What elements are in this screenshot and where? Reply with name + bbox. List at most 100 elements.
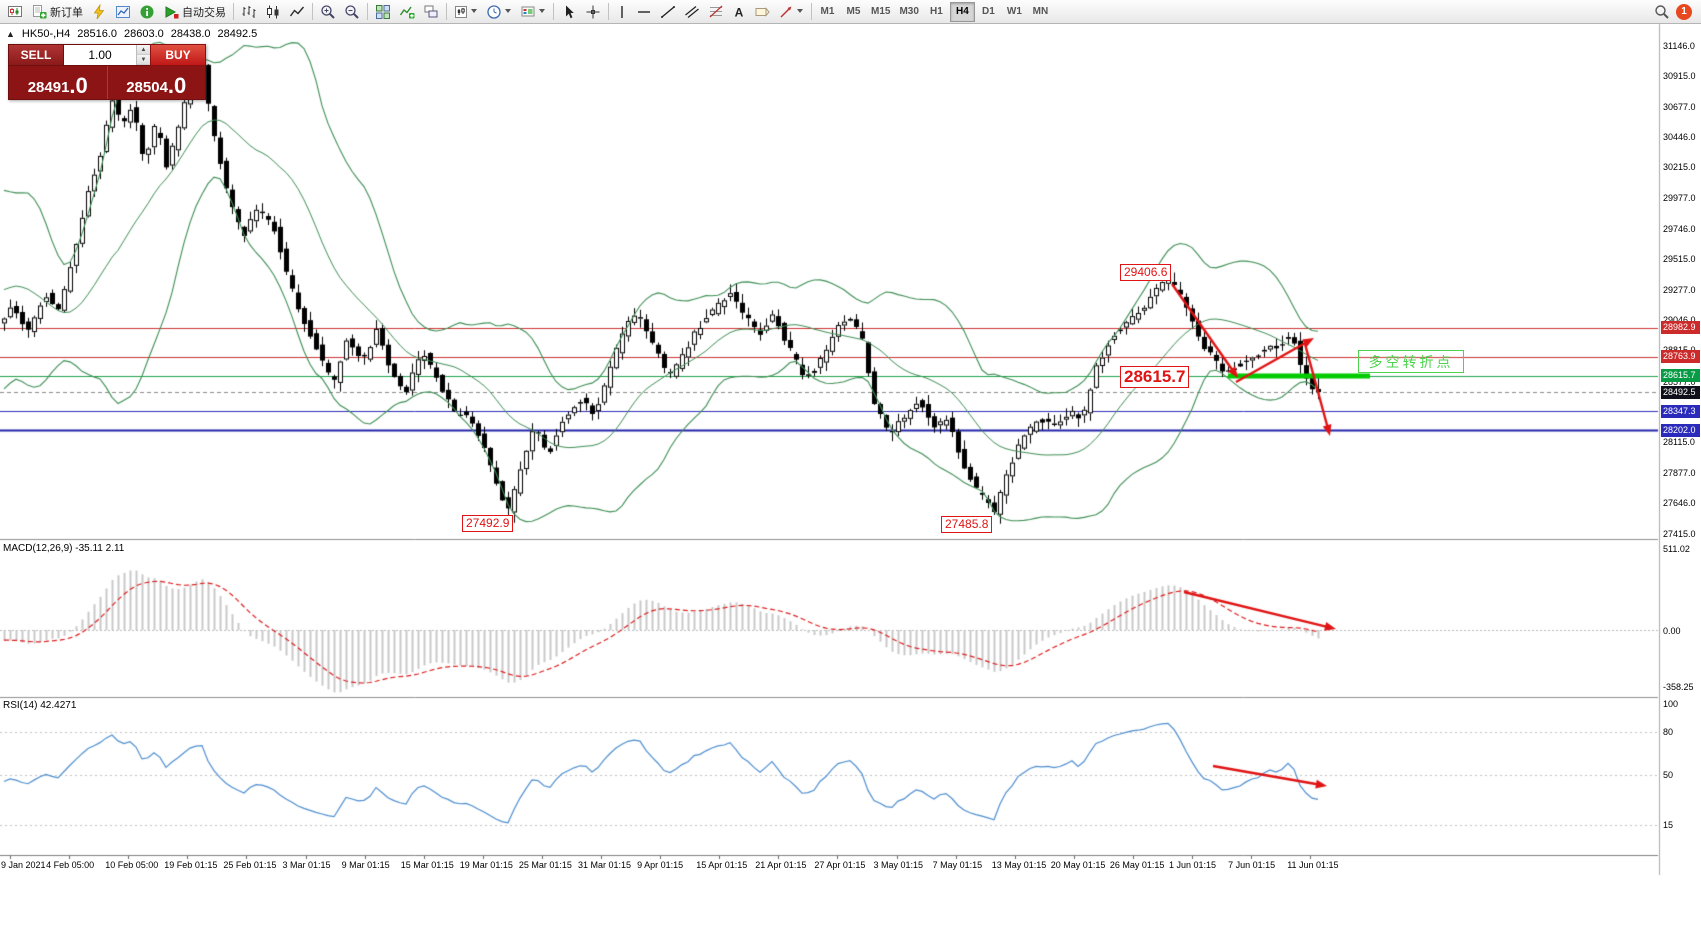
time-axis-tick: 3 Mar 01:15 <box>282 860 331 870</box>
price-axis-tick: 27646.0 <box>1663 498 1696 509</box>
tile-windows-button[interactable] <box>371 1 395 22</box>
price-axis-tick: 31146.0 <box>1663 40 1695 51</box>
timeframe-h1-button[interactable]: H1 <box>930 6 943 17</box>
arrange-windows-button[interactable] <box>419 1 443 22</box>
fibonacci-icon <box>709 5 723 17</box>
time-axis-tick: 3 May 01:15 <box>873 860 924 870</box>
volume-down-button[interactable]: ▼ <box>137 55 150 65</box>
price-axis-tick: 29515.0 <box>1663 253 1696 264</box>
svg-text:A: A <box>735 5 744 19</box>
zoom-out-button[interactable] <box>340 1 364 22</box>
cursor-button[interactable] <box>557 1 581 22</box>
shapes-tool-button[interactable] <box>774 1 808 22</box>
time-axis-tick: 21 Apr 01:15 <box>755 860 807 870</box>
text-tool-button[interactable]: A <box>728 1 750 22</box>
horizontal-line-icon <box>638 10 650 13</box>
time-axis-tick: 7 Jun 01:15 <box>1228 860 1276 870</box>
time-axis-tick: 19 Mar 01:15 <box>459 860 513 870</box>
chart-line-button[interactable] <box>285 1 309 22</box>
chart-bars-button[interactable] <box>237 1 261 22</box>
market-window-button[interactable] <box>111 1 135 22</box>
sell-price[interactable]: 28491.0 <box>9 66 108 99</box>
template-icon <box>521 6 535 16</box>
price-axis-tick: 29046.0 <box>1663 315 1696 326</box>
quick-trade-button[interactable] <box>87 1 111 22</box>
toolbar: 新订单 自动交易 A M1 M5 M15 M30 H1 H4 D1 W1 MN 1 <box>0 0 1701 24</box>
price-axis-tick: 30915.0 <box>1663 70 1696 81</box>
trendline-tool-button[interactable] <box>656 1 680 22</box>
timeframe-d1-button[interactable]: D1 <box>982 6 995 17</box>
line-chart-icon <box>289 6 305 16</box>
toolbar-separator <box>367 3 368 20</box>
timeframe-mn-button[interactable]: MN <box>1032 6 1049 17</box>
price-scale-tag[interactable]: 28492.5 <box>1661 385 1700 399</box>
bolt-icon <box>93 3 105 19</box>
zoom-in-button[interactable] <box>316 1 340 22</box>
toolbar-separator <box>811 3 812 20</box>
time-axis-tick: 15 Mar 01:15 <box>400 860 454 870</box>
periods-menu-button[interactable] <box>482 1 516 22</box>
indicators-button[interactable] <box>395 1 419 22</box>
timeframe-m1-button[interactable]: M1 <box>820 6 835 17</box>
price-scale-tag[interactable]: 28763.9 <box>1661 350 1700 364</box>
new-chart-button[interactable] <box>3 1 27 22</box>
vertical-line-tool-button[interactable] <box>612 1 632 22</box>
price-scale-tag[interactable]: 28202.0 <box>1661 423 1700 437</box>
fibonacci-tool-button[interactable] <box>704 1 728 22</box>
volume-stepper[interactable]: 1.00 ▲ ▼ <box>64 44 150 66</box>
autotrading-icon <box>165 5 179 18</box>
volume-value[interactable]: 1.00 <box>88 48 112 62</box>
chevron-down-icon <box>471 9 477 13</box>
price-scale-tag[interactable]: 28347.3 <box>1661 404 1700 418</box>
notification-badge[interactable]: 1 <box>1676 3 1692 20</box>
time-axis-tick: 15 Apr 01:15 <box>696 860 748 870</box>
buy-price[interactable]: 28504.0 <box>126 73 187 98</box>
autotrading-button[interactable]: 自动交易 <box>159 1 230 22</box>
high-value: 28603.0 <box>123 28 164 40</box>
time-axis-tick: 11 Jun 01:15 <box>1287 860 1339 870</box>
channel-tool-button[interactable] <box>680 1 704 22</box>
timeframe-m15-button[interactable]: M15 <box>871 6 891 17</box>
channel-icon <box>685 5 699 18</box>
price-callout[interactable]: 27485.8 <box>941 516 993 533</box>
timeframe-h4-button[interactable]: H4 <box>949 1 975 22</box>
price-scale-tag[interactable]: 28615.7 <box>1661 369 1700 383</box>
arrow-shape-icon <box>780 6 792 18</box>
trade-prices-row: 28491.0 28504.0 <box>8 66 206 100</box>
info-icon <box>140 5 154 18</box>
label-tool-button[interactable] <box>750 1 774 22</box>
templates-menu-button[interactable] <box>516 1 550 22</box>
price-callout[interactable]: 29406.6 <box>1120 264 1172 281</box>
text-icon: A <box>735 5 744 19</box>
buy-button[interactable]: BUY <box>150 44 206 66</box>
price-axis-tick: 30446.0 <box>1663 132 1696 143</box>
time-axis-tick: 9 Jan 2021 <box>1 860 46 870</box>
price-scale-tag[interactable]: 28982.9 <box>1661 321 1700 335</box>
timeframe-w1-button[interactable]: W1 <box>1006 6 1022 17</box>
price-axis-tick: 30677.0 <box>1663 101 1696 112</box>
search-button[interactable] <box>1650 1 1674 22</box>
crosshair-button[interactable] <box>581 1 605 22</box>
new-order-button[interactable]: 新订单 <box>27 1 87 22</box>
horizontal-line-tool-button[interactable] <box>632 1 656 22</box>
price-callout[interactable]: 27492.9 <box>462 515 514 532</box>
macd-axis-tick: 0.00 <box>1663 625 1681 636</box>
sell-button[interactable]: SELL <box>8 44 64 66</box>
timeframe-m30-button[interactable]: M30 <box>899 6 919 17</box>
chart-candles-button[interactable] <box>261 1 285 22</box>
annotation-text-box[interactable]: 多空转折点 <box>1358 350 1464 373</box>
trendline-icon <box>661 5 675 18</box>
time-axis-tick: 13 May 01:15 <box>991 860 1047 870</box>
price-callout[interactable]: 28615.7 <box>1120 366 1190 388</box>
macd-label: MACD(12,26,9) -35.11 2.11 <box>3 543 125 554</box>
info-button[interactable] <box>135 1 159 22</box>
volume-up-button[interactable]: ▲ <box>137 45 150 55</box>
clock-icon <box>487 4 501 19</box>
charts-menu-button[interactable] <box>450 1 482 22</box>
time-axis-tick: 19 Feb 01:15 <box>164 860 218 870</box>
price-axis-tick: 27415.0 <box>1663 528 1696 539</box>
trade-panel-toggle-icon[interactable]: ▲ <box>6 29 15 39</box>
timeframe-m5-button[interactable]: M5 <box>846 6 861 17</box>
